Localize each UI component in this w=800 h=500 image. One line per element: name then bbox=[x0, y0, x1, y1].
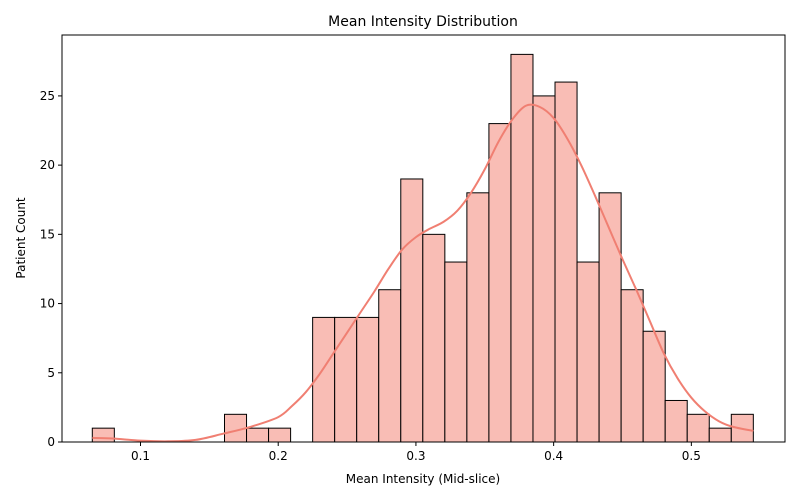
x-tick-label: 0.2 bbox=[269, 449, 288, 463]
histogram-bar bbox=[510, 53, 534, 443]
x-tick-label: 0.4 bbox=[544, 449, 563, 463]
histogram-bar bbox=[620, 289, 644, 443]
x-axis-ticks: 0.1 0.2 0.3 0.4 0.5 bbox=[131, 442, 701, 463]
y-axis-label: Patient Count bbox=[14, 197, 28, 279]
y-axis-ticks: 0 5 10 15 20 25 bbox=[40, 89, 62, 449]
histogram-bar bbox=[444, 261, 468, 443]
histogram-bar bbox=[686, 413, 710, 443]
histogram-bar bbox=[400, 178, 424, 443]
y-tick-label: 0 bbox=[47, 435, 55, 449]
kde-curve bbox=[92, 103, 754, 443]
histogram-bars bbox=[91, 53, 754, 443]
chart-title: Mean Intensity Distribution bbox=[328, 14, 518, 30]
histogram-bar bbox=[378, 289, 402, 443]
y-tick-label: 25 bbox=[40, 89, 55, 103]
x-tick-label: 0.3 bbox=[406, 449, 425, 463]
histogram-bar bbox=[664, 399, 688, 443]
histogram-bar bbox=[246, 427, 270, 443]
histogram-bar bbox=[708, 427, 732, 443]
y-tick-label: 20 bbox=[40, 158, 55, 172]
y-tick-label: 10 bbox=[40, 297, 55, 311]
histogram-bar bbox=[91, 427, 115, 443]
histogram-bar bbox=[576, 261, 600, 443]
x-tick-label: 0.1 bbox=[131, 449, 150, 463]
histogram-bar bbox=[356, 316, 380, 443]
histogram-bar bbox=[488, 123, 512, 443]
histogram-bar bbox=[466, 192, 490, 443]
plot-frame bbox=[61, 34, 786, 443]
histogram-bar bbox=[532, 95, 556, 443]
x-tick-label: 0.5 bbox=[682, 449, 701, 463]
histogram-bar bbox=[422, 233, 446, 443]
histogram-bar bbox=[268, 427, 292, 443]
y-tick-label: 5 bbox=[47, 366, 55, 380]
x-axis-label: Mean Intensity (Mid-slice) bbox=[346, 472, 500, 486]
y-tick-label: 15 bbox=[40, 227, 55, 241]
